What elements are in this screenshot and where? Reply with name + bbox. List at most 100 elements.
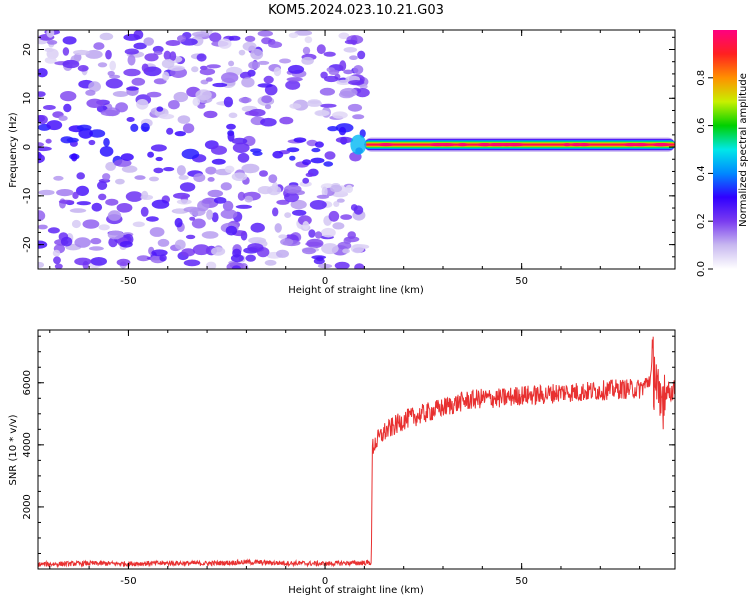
spectrogram-cell [99,146,114,157]
spectrogram-cell [183,259,201,267]
spectrogram-cell [146,91,162,98]
spectrogram-cell [345,184,354,194]
spectrogram-cell [235,204,253,209]
spectrogram-cell [47,227,60,234]
spectrogram-cell [52,249,61,257]
signal-peak [456,143,469,147]
y-tick-label: 20 [22,43,33,56]
spectrogram-cell [173,91,189,103]
spectrogram-cell [227,131,235,142]
spectrogram-cell [46,120,63,131]
spectrogram-cell [97,181,108,190]
spectrogram-cell [199,68,216,76]
spectrogram-cell [147,151,155,158]
spectrogram-cell [90,257,108,266]
spectrogram-cell [328,210,340,222]
spectrogram-cell [228,112,238,119]
spectrogram-cell [163,50,171,61]
snr-panel: -50 0 50 2000 4000 6000 Height of straight li… [8,329,676,596]
spectrogram-cell [76,185,89,196]
spectrogram-cell [278,234,288,239]
spectrogram-cell [196,53,207,62]
spectrogram-cell [78,128,93,139]
spectrogram-cell [301,56,314,65]
spectrogram-cell [264,104,272,110]
snr-axes: -50 0 50 2000 4000 6000 [22,330,675,587]
spectrogram-cell [136,255,150,262]
x-tick-label: 50 [515,576,528,587]
spectrogram-cell [290,199,307,210]
spectrogram-cell [302,46,311,55]
spectrogram-cell [89,129,106,138]
spectrogram-cell [45,138,52,144]
spectrogram-cell [140,206,149,217]
spectrogram-cell [268,174,278,184]
spectrogram-cell [98,224,110,231]
spectrogram-cell [74,237,91,248]
spectrogram-cell [279,116,294,125]
y-tick-label: -10 [22,188,33,204]
spectrogram-cell [98,193,107,201]
spectrogram-cell [284,184,302,194]
spectrogram-cell [38,142,45,147]
spectrogram-cell [305,172,314,177]
spectrogram-cell [127,54,136,66]
spectrogram-cell [62,36,77,45]
spectrogram-cell [44,56,57,64]
y-tick-label: 6000 [22,370,33,395]
spectrogram-cell [126,86,139,91]
spectrogram-cell [46,40,58,45]
spectrogram-cell [252,151,263,157]
spectrogram-cell [107,70,115,77]
spectrogram-cell [123,68,141,77]
spectrogram-cell [157,238,170,247]
spectrogram-cell [309,200,327,210]
spectrogram-cell [212,82,228,88]
spectrogram-cell [357,50,366,60]
spectrogram-cell [274,223,282,233]
spectrogram-cell [285,80,301,90]
spectrogram-cell [231,137,248,145]
spectrogram-cell [332,222,345,230]
spectrogram-cell [62,47,70,56]
spectrogram-cell [211,145,227,155]
spectrogram-cell [353,65,364,75]
spectrogram-cell [340,214,353,220]
spectrogram-cell [261,95,273,104]
spectrogram-cell [38,146,52,152]
spectrogram-cell [169,51,177,61]
spectrogram-cell [38,68,48,78]
spectrogram-cell [347,231,357,240]
spectrogram-cell [156,106,164,112]
spectrogram-cell [56,189,74,197]
spectrogram-cell [54,263,63,269]
spectrogram-cell [181,248,196,257]
colorbar-tick-label: 0.0 [696,261,707,277]
spectrogram-cell [306,100,322,107]
spectrogram-cell [103,137,110,147]
spectrogram-cell [120,153,134,161]
spectrogram-cell [71,153,78,162]
spectrogram-cell [354,263,365,269]
spectrogram-cell [192,31,210,38]
spectrogram-cell [276,199,290,205]
spectrogram-cell [263,75,274,84]
spectrogram-cell [279,58,291,64]
spectrogram-cell [323,161,334,167]
spectrogram-cell [195,89,212,101]
spectrogram-cell [178,175,189,180]
spectrogram-cell [273,67,282,77]
spectrogram-cell [324,151,336,160]
spectrogram-cell [174,217,183,228]
spectrogram-cell [223,96,233,108]
spectrogram-cell [338,126,347,136]
spectrogram-cell [102,173,111,181]
spectrogram-cell [88,139,96,146]
spectrogram-cell [159,254,167,262]
spectrogram-cell [176,165,186,176]
colorbar-label: Normalized spectral amplitude [738,73,749,227]
spectrogram-cell [105,198,119,206]
spectrogram-cell [91,202,103,212]
spectrogram-cell [193,173,206,183]
